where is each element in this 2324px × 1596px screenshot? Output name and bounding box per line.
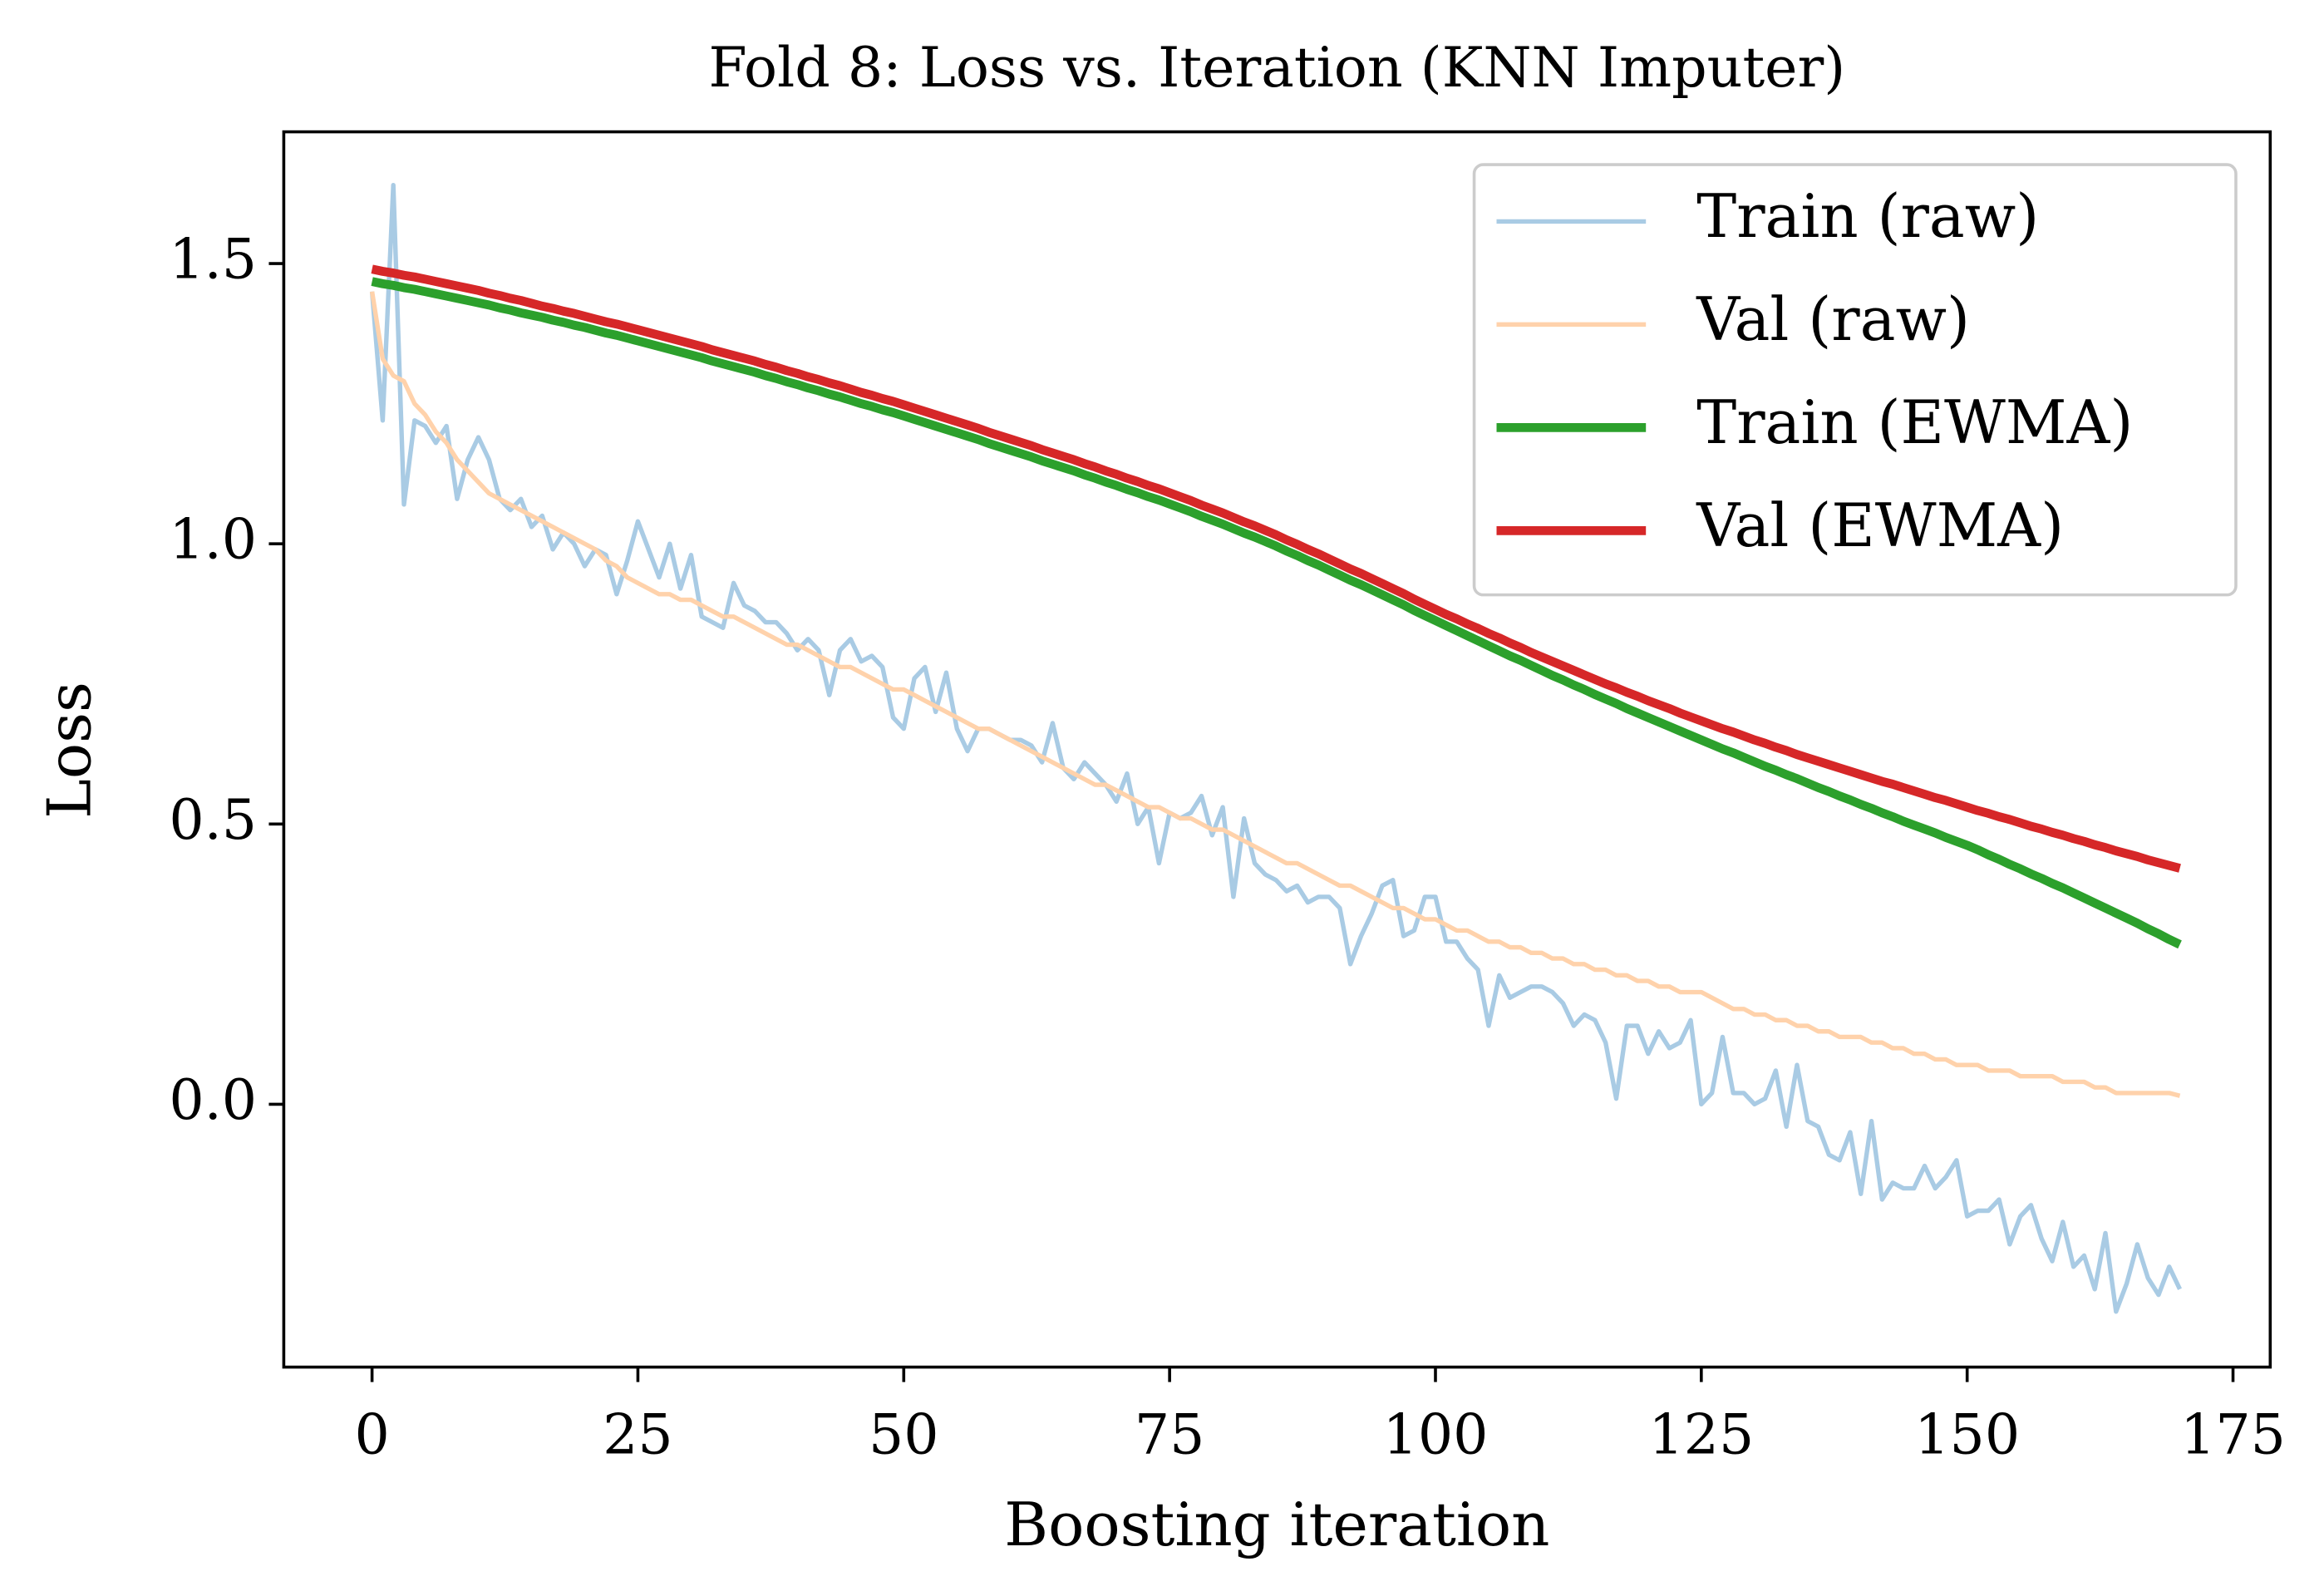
y-tick-label: 0.5 bbox=[169, 787, 257, 852]
x-tick-label: 25 bbox=[603, 1401, 673, 1466]
legend: Train (raw) Val (raw) Train (EWMA) Val (EWM… bbox=[1472, 163, 2238, 597]
x-tick-label: 50 bbox=[869, 1401, 939, 1466]
x-tick-label: 75 bbox=[1135, 1401, 1205, 1466]
series-line bbox=[371, 277, 2182, 949]
legend-box bbox=[1472, 163, 2238, 597]
x-tick-label: 0 bbox=[354, 1401, 389, 1466]
legend-label: Val (raw) bbox=[1696, 284, 1970, 354]
y-tick-label: 1.0 bbox=[169, 507, 257, 572]
legend-label: Train (EWMA) bbox=[1696, 387, 2133, 457]
legend-label: Train (raw) bbox=[1696, 181, 2039, 251]
x-tick-label: 150 bbox=[1914, 1401, 2020, 1466]
x-tick-label: 125 bbox=[1648, 1401, 1754, 1466]
chart-title: Fold 8: Loss vs. Iteration (KNN Imputer) bbox=[708, 35, 1845, 100]
x-axis-label: Boosting iteration bbox=[1004, 1490, 1549, 1559]
series-line bbox=[371, 264, 2181, 873]
y-axis-label: Loss bbox=[34, 682, 104, 819]
y-tick-label: 1.5 bbox=[169, 227, 257, 292]
plot-area bbox=[369, 182, 2182, 1314]
legend-label: Val (EWMA) bbox=[1696, 490, 2064, 560]
series-line bbox=[369, 182, 2182, 1314]
x-tick-label: 175 bbox=[2180, 1401, 2286, 1466]
series-line bbox=[369, 291, 2181, 1098]
y-tick-label: 0.0 bbox=[169, 1067, 257, 1132]
x-tick-label: 100 bbox=[1383, 1401, 1489, 1466]
axes-frame bbox=[282, 130, 2272, 1369]
